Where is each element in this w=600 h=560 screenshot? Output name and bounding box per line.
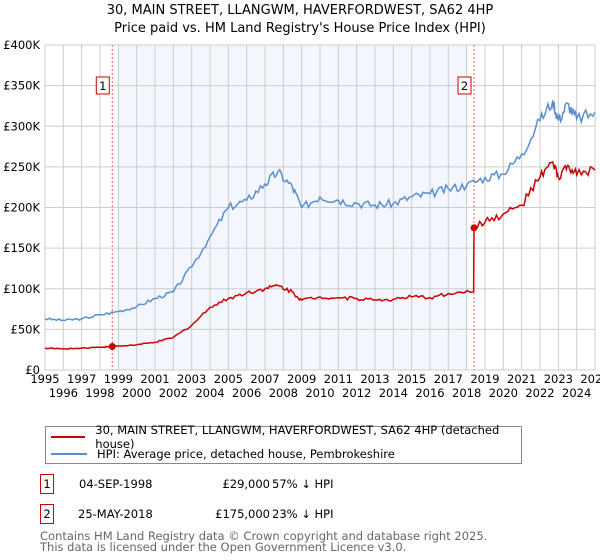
y-tick-label: £200K	[3, 201, 40, 215]
x-tick-label: 1995	[30, 372, 59, 386]
x-tick-label: 2013	[360, 372, 389, 386]
x-tick-label: 2014	[379, 386, 408, 400]
x-tick-label: 2021	[507, 372, 536, 386]
sale-price: £29,000	[222, 477, 270, 491]
x-tick-label: 2025	[580, 372, 600, 386]
x-tick-label: 2016	[415, 386, 444, 400]
sale-point	[470, 224, 478, 232]
series-line	[44, 160, 596, 350]
plot-border	[44, 44, 596, 371]
x-tick-label: 2019	[470, 372, 499, 386]
footer-licence: This data is licensed under the Open Gov…	[40, 540, 407, 554]
footer-copyright: Contains HM Land Registry data © Crown c…	[40, 529, 488, 543]
chart-title: 30, MAIN STREET, LLANGWM, HAVERFORDWEST,…	[106, 3, 494, 18]
sale-date: 25-MAY-2018	[78, 507, 153, 521]
x-tick-label: 2017	[434, 372, 463, 386]
sale-label-box	[457, 76, 472, 95]
x-tick-label: 2007	[250, 372, 279, 386]
x-tick-label: 2023	[544, 372, 573, 386]
x-tick-label: 2011	[324, 372, 353, 386]
chart-subtitle: Price paid vs. HM Land Registry's House …	[114, 21, 486, 36]
x-tick-label: 2018	[452, 386, 481, 400]
series-line	[44, 100, 596, 322]
sale-price: £175,000	[215, 507, 270, 521]
x-tick-label: 2000	[122, 386, 151, 400]
sale-row: 2 25-MAY-2018 £175,000 23% ↓ HPI	[40, 504, 540, 524]
sale-date: 04-SEP-1998	[79, 477, 153, 491]
legend-label: HPI: Average price, detached house, Pemb…	[97, 446, 395, 461]
x-tick-label: 2002	[159, 386, 188, 400]
sale-hpi-diff: 23% ↓ HPI	[272, 507, 334, 521]
x-tick-label: 2005	[214, 372, 243, 386]
y-tick-label: £400K	[3, 38, 40, 52]
sale-label: 2	[461, 79, 468, 93]
legend-swatch-red	[51, 435, 86, 438]
x-tick-label: 1997	[67, 372, 96, 386]
x-tick-label: 1996	[49, 386, 78, 400]
legend-label: 30, MAIN STREET, LLANGWM, HAVERFORDWEST,…	[95, 422, 500, 451]
x-tick-label: 2009	[287, 372, 316, 386]
y-tick-label: £0	[25, 363, 40, 377]
x-tick-label: 2022	[525, 386, 554, 400]
x-tick-label: 2020	[489, 386, 518, 400]
x-tick-label: 2024	[562, 386, 591, 400]
y-tick-label: £150K	[3, 241, 40, 255]
y-tick-label: £300K	[3, 119, 40, 133]
sale-badge: 1	[40, 474, 54, 494]
legend-item-price: 30, MAIN STREET, LLANGWM, HAVERFORDWEST,…	[46, 423, 521, 451]
x-tick-label: 2012	[342, 386, 371, 400]
x-tick-label: 2004	[195, 386, 224, 400]
x-tick-label: 2010	[305, 386, 334, 400]
sale-label: 1	[99, 79, 106, 93]
legend: 30, MAIN STREET, LLANGWM, HAVERFORDWEST,…	[45, 423, 522, 464]
sale-row: 1 04-SEP-1998 £29,000 57% ↓ HPI	[40, 474, 540, 494]
plot-area: 1995199619971998199920002001200220032004…	[3, 38, 600, 400]
x-tick-label: 2006	[232, 386, 261, 400]
y-tick-label: £100K	[3, 282, 40, 296]
x-tick-label: 1998	[85, 386, 114, 400]
legend-item-hpi: HPI: Average price, detached house, Pemb…	[46, 445, 395, 462]
x-tick-label: 2003	[177, 372, 206, 386]
x-tick-label: 2015	[397, 372, 426, 386]
x-tick-label: 1999	[104, 372, 133, 386]
y-tick-label: £50K	[11, 322, 41, 336]
y-tick-label: £250K	[3, 160, 40, 174]
sale-badge: 2	[40, 504, 54, 524]
sale-hpi-diff: 57% ↓ HPI	[272, 477, 334, 491]
sale-label-box	[95, 76, 110, 95]
y-tick-label: £350K	[3, 79, 40, 93]
legend-swatch-blue	[51, 452, 87, 455]
x-tick-label: 2001	[140, 372, 169, 386]
sale-point	[108, 342, 116, 350]
x-tick-label: 2008	[269, 386, 298, 400]
